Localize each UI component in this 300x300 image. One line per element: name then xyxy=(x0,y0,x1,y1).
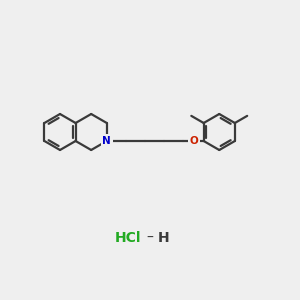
Text: –: – xyxy=(147,231,153,245)
Text: HCl: HCl xyxy=(115,231,141,245)
Text: H: H xyxy=(158,231,170,245)
Text: O: O xyxy=(190,136,199,146)
Text: N: N xyxy=(102,136,111,146)
